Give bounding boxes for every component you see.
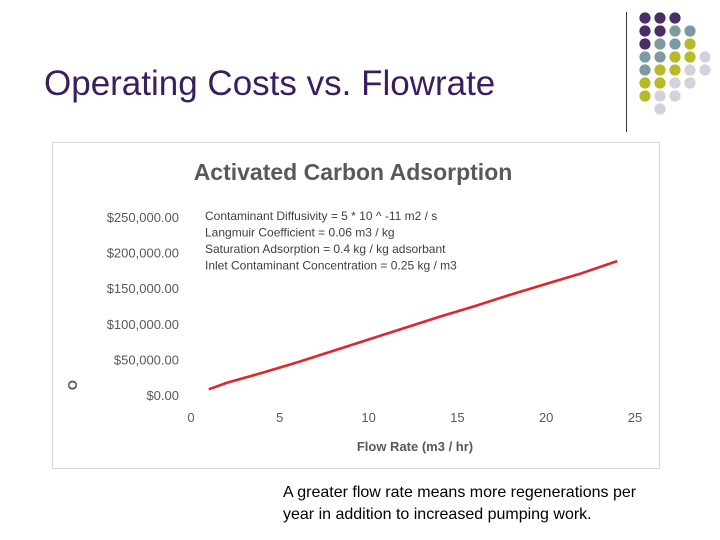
x-tick-label: 25 (628, 410, 642, 425)
decorative-dot (669, 77, 681, 89)
decorative-dot (654, 12, 666, 24)
x-axis-label: Flow Rate (m3 / hr) (357, 439, 473, 454)
chart-title: Activated Carbon Adsorption (194, 159, 513, 185)
decorative-dot (669, 51, 681, 63)
decorative-dot (654, 25, 666, 37)
decorative-dot (639, 90, 651, 102)
y-tick-label: $50,000.00 (114, 352, 179, 367)
decorative-dot (654, 103, 666, 115)
line-chart: Activated Carbon Adsorption Flow Rate (m… (65, 159, 642, 454)
caption-line-1: A greater flow rate means more regenerat… (283, 484, 637, 501)
divider-line (626, 12, 627, 132)
slide-caption: A greater flow rate means more regenerat… (283, 482, 703, 526)
decorative-dot (639, 51, 651, 63)
decorative-dot (699, 64, 711, 76)
decorative-dot (639, 64, 651, 76)
decorative-dot (654, 51, 666, 63)
decorative-dot (639, 25, 651, 37)
y-tick-label: $250,000.00 (107, 210, 179, 225)
decorative-dot (654, 38, 666, 50)
decorative-dot (654, 90, 666, 102)
annotation-box: Contaminant Diffusivity = 5 * 10 ^ -11 m… (205, 209, 457, 273)
decorative-dot-grid (639, 12, 711, 115)
annotation-line: Saturation Adsorption = 0.4 kg / kg adso… (205, 242, 446, 256)
y-tick-label: $100,000.00 (107, 317, 179, 332)
x-tick-label: 5 (276, 410, 283, 425)
slide-title: Operating Costs vs. Flowrate (44, 64, 496, 103)
x-tick-label: 0 (187, 410, 194, 425)
decorative-dot (669, 12, 681, 24)
chart-frame: Activated Carbon Adsorption Flow Rate (m… (52, 142, 660, 469)
series-line (208, 259, 618, 391)
annotation-line: Contaminant Diffusivity = 5 * 10 ^ -11 m… (205, 209, 437, 223)
caption-line-2: year in addition to increased pumping wo… (283, 506, 592, 523)
decorative-dot (684, 64, 696, 76)
series-layer (208, 259, 618, 391)
decorative-dot (654, 64, 666, 76)
decorative-dot (639, 38, 651, 50)
y-axis-label: O (65, 380, 80, 390)
y-tick-label: $0.00 (146, 388, 179, 403)
y-tick-labels: $0.00 $50,000.00 $100,000.00 $150,000.00 $20… (107, 210, 179, 403)
annotation-line: Inlet Contaminant Concentration = 0.25 k… (205, 259, 457, 273)
decorative-dot (669, 25, 681, 37)
decorative-dot (684, 77, 696, 89)
y-tick-label: $200,000.00 (107, 246, 179, 261)
decorative-dot (639, 77, 651, 89)
x-tick-labels: 0 5 10 15 20 25 (187, 410, 642, 425)
x-tick-label: 20 (539, 410, 553, 425)
decorative-dot (699, 51, 711, 63)
decorative-dot (639, 12, 651, 24)
decorative-dot (654, 77, 666, 89)
decorative-dot (684, 25, 696, 37)
y-tick-label: $150,000.00 (107, 281, 179, 296)
x-tick-label: 15 (450, 410, 464, 425)
decorative-dot (669, 90, 681, 102)
decorative-dot (669, 38, 681, 50)
annotation-line: Langmuir Coefficient = 0.06 m3 / kg (205, 226, 395, 240)
decorative-dot (684, 38, 696, 50)
decorative-dot (669, 64, 681, 76)
decorative-dot (684, 51, 696, 63)
x-tick-label: 10 (361, 410, 375, 425)
